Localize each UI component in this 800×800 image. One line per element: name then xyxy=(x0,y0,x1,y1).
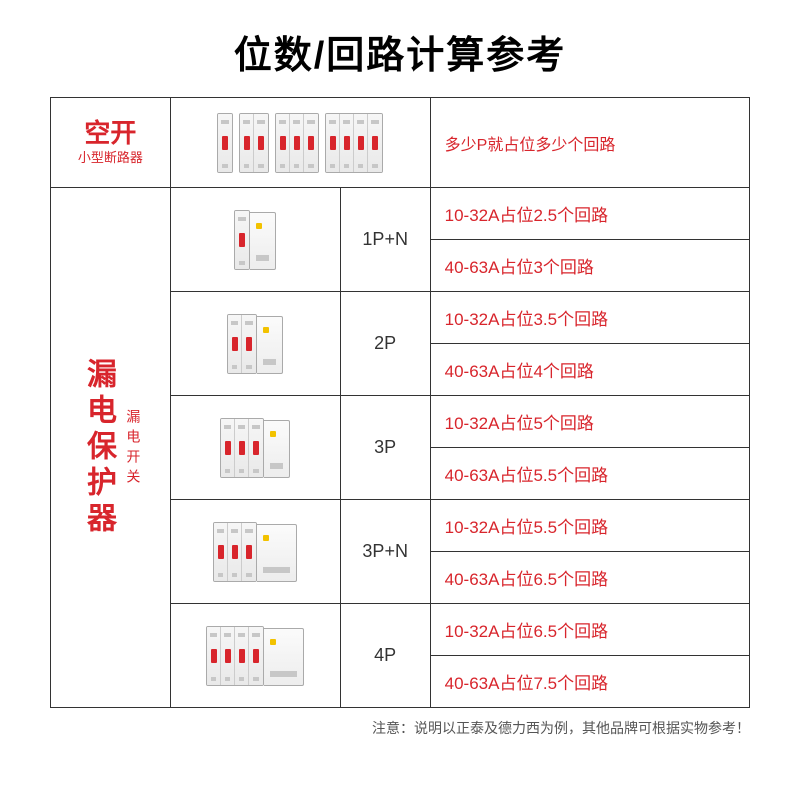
pole-label: 1P+N xyxy=(340,188,430,292)
pole-label: 4P xyxy=(340,604,430,708)
spec-cell: 10-32A占位3.5个回路 xyxy=(430,292,749,344)
mcb-variants-cell xyxy=(170,98,430,188)
rcd-image-cell xyxy=(170,292,340,396)
pole-label: 3P xyxy=(340,396,430,500)
spec-cell: 40-63A占位6.5个回路 xyxy=(430,552,749,604)
reference-table: 空开 小型断路器 多少P就占位多少个回路 漏电保护器漏电开关1P+N10-32A… xyxy=(50,97,750,708)
pole-label: 2P xyxy=(340,292,430,396)
spec-cell: 10-32A占位6.5个回路 xyxy=(430,604,749,656)
rcd-image-cell xyxy=(170,396,340,500)
rcd-label-main: 漏电保护器 xyxy=(80,358,115,538)
mcb-label-main: 空开 xyxy=(51,119,170,149)
spec-cell: 10-32A占位5个回路 xyxy=(430,396,749,448)
rcd-label-cell: 漏电保护器漏电开关 xyxy=(51,188,171,708)
mcb-label-sub: 小型断路器 xyxy=(51,151,170,165)
spec-cell: 40-63A占位3个回路 xyxy=(430,240,749,292)
mcb-label-cell: 空开 小型断路器 xyxy=(51,98,171,188)
rcd-image-cell xyxy=(170,604,340,708)
spec-cell: 40-63A占位4个回路 xyxy=(430,344,749,396)
spec-cell: 10-32A占位5.5个回路 xyxy=(430,500,749,552)
rcd-label-sub: 漏电开关 xyxy=(125,409,140,489)
spec-cell: 10-32A占位2.5个回路 xyxy=(430,188,749,240)
footnote: 注意：说明以正泰及德力西为例，其他品牌可根据实物参考！ xyxy=(50,718,750,738)
pole-label: 3P+N xyxy=(340,500,430,604)
mcb-spec: 多少P就占位多少个回路 xyxy=(430,98,749,188)
spec-cell: 40-63A占位7.5个回路 xyxy=(430,656,749,708)
spec-cell: 40-63A占位5.5个回路 xyxy=(430,448,749,500)
rcd-image-cell xyxy=(170,188,340,292)
rcd-image-cell xyxy=(170,500,340,604)
page-title: 位数/回路计算参考 xyxy=(234,24,567,79)
